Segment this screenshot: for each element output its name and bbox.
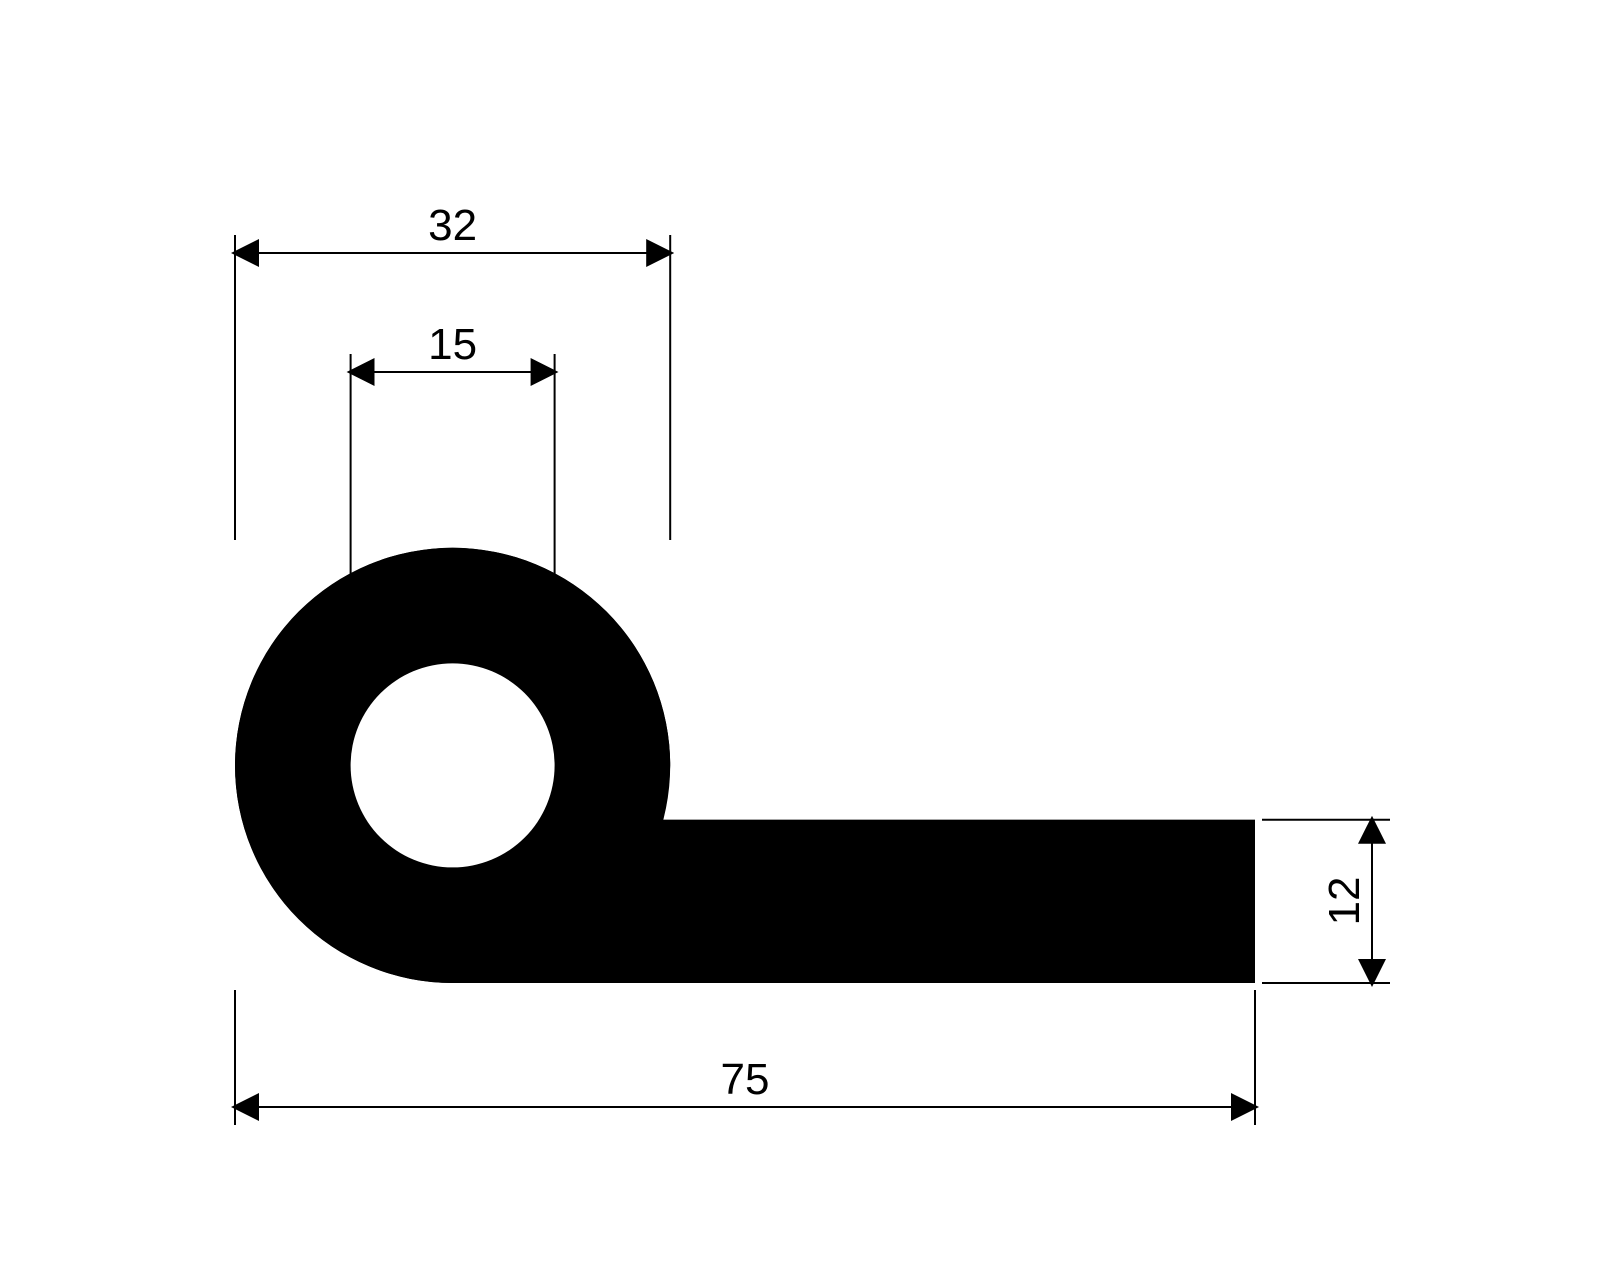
dimension-75: 75	[235, 990, 1255, 1125]
profile-shape	[235, 548, 1255, 983]
diagram-container: 32 15 75 12	[160, 120, 1440, 1160]
dim-12-label: 12	[1320, 877, 1369, 926]
dim-15-label: 15	[428, 320, 477, 369]
profile-diagram: 32 15 75 12	[160, 120, 1440, 1160]
dim-75-label: 75	[721, 1055, 770, 1104]
dimension-32: 32	[235, 201, 670, 540]
dim-32-label: 32	[428, 201, 477, 250]
dimension-12: 12	[1262, 820, 1390, 983]
